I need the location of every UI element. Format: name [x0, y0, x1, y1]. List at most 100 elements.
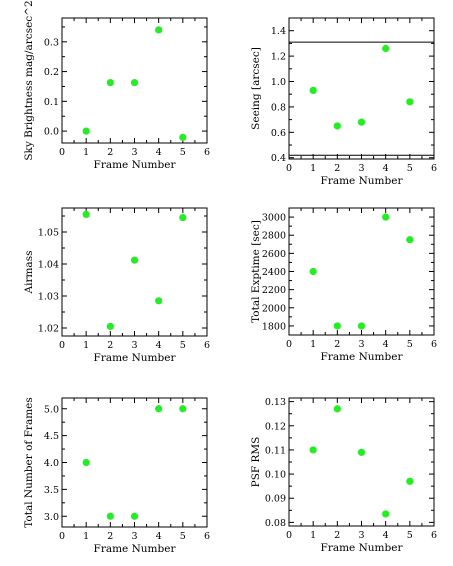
data-point: [179, 214, 187, 222]
x-tick-label: 5: [180, 340, 186, 351]
x-tick-label: 5: [407, 163, 413, 174]
y-axis-label: Airmass: [23, 251, 35, 295]
x-axis-label: Frame Number: [94, 159, 177, 171]
data-point: [106, 322, 114, 330]
data-point: [406, 236, 414, 244]
x-tick-label: 3: [131, 531, 137, 542]
x-tick-label: 6: [431, 339, 437, 350]
data-point: [357, 322, 366, 330]
data-point: [382, 213, 390, 221]
data-point: [357, 448, 366, 456]
plot-frame: [61, 207, 208, 337]
y-tick-label: 1.04: [38, 260, 59, 271]
chart-panel-total-exptime: 0 1 2 3 4 5 6 1800 2000 2200 2400 2600 2800 3000 Frame…: [250, 207, 437, 363]
x-tick-label: 4: [383, 530, 389, 541]
data-point: [333, 322, 341, 330]
y-tick-label: 0.0: [44, 127, 59, 138]
y-tick-label: 1.0: [271, 77, 286, 88]
data-point: [357, 118, 366, 126]
x-tick-label: 0: [59, 340, 65, 351]
y-tick-label: 2000: [262, 303, 286, 314]
x-axis-label: Frame Number: [94, 543, 177, 555]
data-point: [82, 127, 90, 135]
x-tick-label: 5: [180, 147, 186, 158]
data-point: [155, 297, 163, 305]
x-tick-label: 2: [107, 340, 113, 351]
x-tick-label: 4: [156, 340, 162, 351]
y-tick-label: 4.0: [44, 458, 59, 469]
chart-panel-seeing: 0 1 2 3 4 5 6 0.4 0.6 0.8 1.0 1.2 1.4 Frame Number See…: [250, 17, 437, 187]
x-tick-label: 6: [431, 530, 437, 541]
x-tick-label: 5: [407, 530, 413, 541]
y-tick-label: 1.03: [38, 292, 59, 303]
data-point: [130, 512, 139, 520]
x-tick-label: 0: [286, 530, 292, 541]
x-tick-label: 3: [358, 530, 364, 541]
x-tick-label: 0: [59, 147, 65, 158]
x-tick-label: 0: [59, 531, 65, 542]
y-tick-label: 0.08: [265, 518, 286, 529]
x-axis-label: Frame Number: [321, 175, 404, 187]
x-tick-label: 1: [83, 147, 89, 158]
y-tick-label: 0.10: [265, 470, 286, 481]
data-point: [406, 98, 414, 106]
y-tick-label: 3.5: [44, 485, 59, 496]
y-tick-label: 2600: [262, 249, 286, 260]
x-tick-label: 5: [407, 339, 413, 350]
x-tick-label: 2: [334, 339, 340, 350]
chart-panel-psf-rms: 0 1 2 3 4 5 6 0.08 0.09 0.10 0.11 0.12 0.13 Frame Num…: [250, 397, 437, 554]
data-point: [333, 122, 341, 130]
x-tick-label: 1: [310, 530, 316, 541]
x-tick-label: 3: [131, 340, 137, 351]
x-tick-label: 5: [180, 531, 186, 542]
y-tick-label: 1.2: [271, 52, 286, 63]
x-tick-label: 6: [204, 147, 210, 158]
x-tick-label: 3: [358, 163, 364, 174]
y-tick-label: 2200: [262, 285, 286, 296]
x-tick-label: 6: [431, 163, 437, 174]
chart-panel-airmass: 0 1 2 3 4 5 6 1.02 1.03 1.04 1.05 Frame Number Airma…: [23, 207, 210, 364]
y-tick-label: 0.3: [44, 37, 59, 48]
data-point: [309, 446, 317, 454]
x-tick-label: 1: [310, 163, 316, 174]
data-point: [309, 86, 317, 95]
y-axis-label: Total Exptime [sec]: [250, 220, 262, 323]
y-tick-label: 2400: [262, 267, 286, 278]
x-axis-label: Frame Number: [94, 352, 177, 364]
y-tick-label: 1.02: [38, 324, 59, 335]
data-point: [106, 78, 114, 87]
data-point: [333, 405, 341, 413]
x-tick-label: 1: [83, 531, 89, 542]
data-point: [382, 510, 390, 518]
x-tick-label: 6: [204, 340, 210, 351]
y-tick-label: 3.0: [44, 512, 59, 523]
data-point: [382, 44, 390, 53]
x-tick-label: 2: [334, 530, 340, 541]
data-point: [106, 512, 114, 520]
x-tick-label: 0: [286, 339, 292, 350]
y-tick-label: 0.11: [265, 445, 286, 456]
x-tick-label: 2: [334, 163, 340, 174]
y-tick-label: 5.0: [44, 404, 59, 415]
data-point: [130, 78, 139, 87]
y-tick-label: 0.1: [44, 97, 59, 108]
x-axis-label: Frame Number: [321, 542, 404, 554]
y-tick-label: 0.8: [271, 102, 286, 113]
x-tick-label: 2: [107, 147, 113, 158]
x-tick-label: 1: [83, 340, 89, 351]
x-tick-label: 4: [383, 339, 389, 350]
y-axis-label: Sky Brightness mag/arcsec^2: [23, 0, 35, 160]
data-point: [155, 405, 163, 413]
chart-panel-sky-brightness: 0 1 2 3 4 5 6 0.0 0.1 0.2 0.3 Frame Number Sky Brigh…: [23, 0, 210, 171]
plot-frame: [288, 397, 435, 527]
y-axis-label: Total Number of Frames: [23, 397, 35, 528]
y-tick-label: 3000: [262, 213, 286, 224]
data-point: [309, 267, 317, 276]
x-tick-label: 4: [383, 163, 389, 174]
chart-panel-total-frames: 0 1 2 3 4 5 6 3.0 3.5 4.0 4.5 5.0 Frame Number Total …: [23, 397, 210, 555]
y-tick-label: 1.05: [38, 228, 59, 239]
y-tick-label: 2800: [262, 231, 286, 242]
data-point: [82, 458, 90, 467]
y-tick-label: 0.4: [271, 153, 286, 164]
